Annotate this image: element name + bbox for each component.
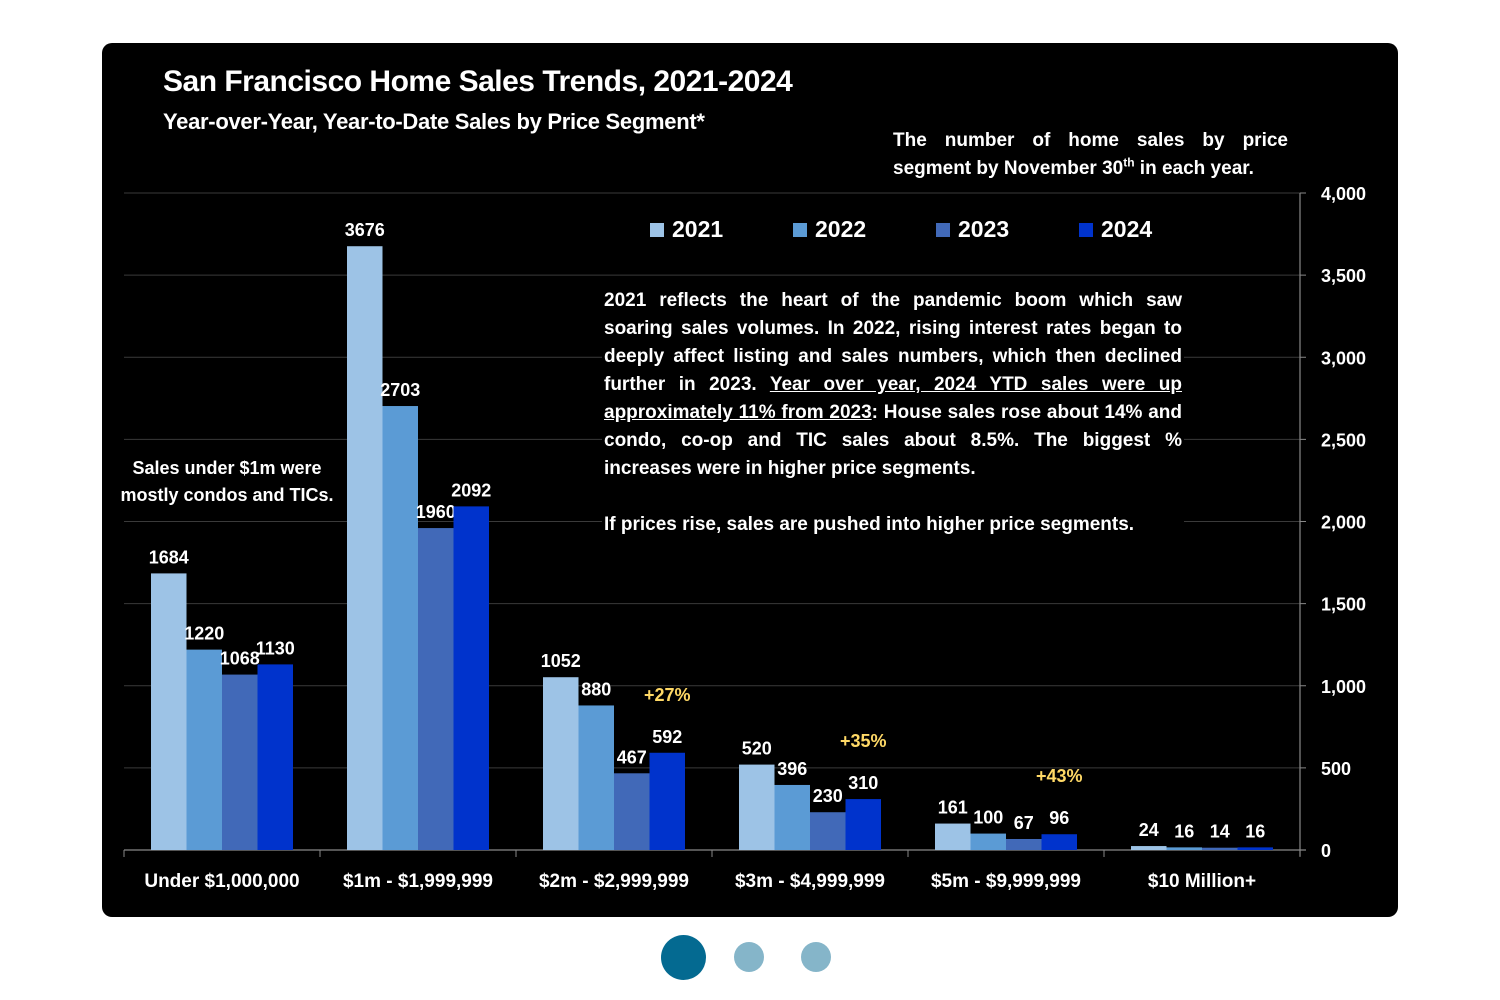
- legend-swatch: [650, 222, 664, 237]
- bar-2021: [347, 246, 383, 851]
- data-label: 161: [938, 798, 968, 818]
- data-label: 16: [1174, 821, 1194, 841]
- legend-label: 2023: [958, 216, 1010, 242]
- annotation-text: 2021 reflects the heart of the pandemic …: [604, 290, 1182, 395]
- data-label: 230: [813, 786, 843, 806]
- bar-2024: [257, 664, 293, 850]
- chart-slide: 0 500 1,000 1,500 2,000 2,500 3,000 3,500 4,000 1…: [102, 43, 1398, 917]
- y-tick-label: 1,000: [1321, 677, 1366, 697]
- bar-chart: 0 500 1,000 1,500 2,000 2,500 3,000 3,500 4,000 1…: [123, 184, 1366, 892]
- percent-change-label: +43%: [1036, 766, 1083, 786]
- legend-swatch: [1079, 222, 1093, 237]
- left-note: Sales under $1m were mostly condos and T…: [120, 458, 334, 505]
- data-label: 1052: [541, 651, 581, 671]
- percent-change-label: +35%: [840, 731, 887, 751]
- carousel-pagination: [660, 934, 840, 980]
- y-tick-label: 0: [1321, 841, 1331, 861]
- bar-2022: [1166, 847, 1202, 850]
- legend-label: 2024: [1101, 216, 1153, 242]
- bar-2021: [1131, 846, 1167, 850]
- note-superscript: th: [1123, 155, 1135, 170]
- data-label: 67: [1014, 813, 1034, 833]
- data-label: 1220: [184, 624, 224, 644]
- data-label: 1960: [416, 502, 456, 522]
- legend-swatch: [793, 222, 807, 237]
- carousel-dot-2[interactable]: [734, 942, 764, 972]
- data-label: 467: [617, 747, 647, 767]
- bar-2021: [543, 677, 579, 850]
- annotation-box: 2021 reflects the heart of the pandemic …: [602, 285, 1184, 541]
- x-category-label: Under $1,000,000: [144, 871, 299, 892]
- data-label: 14: [1210, 822, 1230, 842]
- carousel-dot-3[interactable]: [801, 942, 831, 972]
- data-label: 1130: [256, 638, 295, 658]
- bar-2021: [151, 573, 187, 850]
- bar-2023: [418, 528, 454, 850]
- y-tick-label: 3,000: [1321, 348, 1366, 368]
- data-label: 520: [742, 739, 772, 759]
- x-category-label: $1m - $1,999,999: [343, 871, 493, 892]
- data-label: 592: [652, 727, 682, 747]
- data-label: 100: [973, 808, 1003, 828]
- legend-item-2024: 2024: [1079, 216, 1222, 243]
- chart-legend: 2021 2022 2023 2024: [650, 216, 1222, 243]
- legend-swatch: [936, 222, 950, 237]
- bar-2023: [810, 812, 846, 850]
- data-label: 1068: [220, 649, 260, 669]
- bar-2022: [186, 649, 222, 850]
- data-label: 2703: [380, 380, 420, 400]
- y-tick-label: 4,000: [1321, 184, 1366, 204]
- data-label: 96: [1049, 808, 1069, 828]
- y-tick-label: 1,500: [1321, 595, 1366, 615]
- note-text: The number of home sales by price segmen…: [893, 130, 1288, 179]
- y-tick-label: 500: [1321, 759, 1351, 779]
- y-tick-label: 3,500: [1321, 266, 1366, 286]
- x-category-label: $2m - $2,999,999: [539, 871, 689, 892]
- data-label: 396: [777, 759, 807, 779]
- note-text-end: in each year.: [1134, 158, 1254, 179]
- data-label: 880: [581, 679, 611, 699]
- chart-title: San Francisco Home Sales Trends, 2021-20…: [163, 65, 793, 98]
- top-right-note: The number of home sales by price segmen…: [893, 127, 1288, 183]
- legend-item-2022: 2022: [793, 216, 936, 243]
- bar-2021: [935, 823, 971, 850]
- annotation-paragraph-1: 2021 reflects the heart of the pandemic …: [604, 287, 1182, 483]
- y-tick-label: 2,000: [1321, 513, 1366, 533]
- annotation-text-cont: : House sales rose about 14% and condo, …: [604, 402, 1183, 479]
- bar-2024: [845, 799, 881, 850]
- data-label: 1684: [149, 547, 189, 567]
- y-tick-label: 2,500: [1321, 430, 1366, 450]
- bar-2024: [1041, 834, 1077, 850]
- bar-2024: [1237, 847, 1273, 850]
- carousel-dot-1[interactable]: [661, 935, 706, 980]
- chart-subtitle: Year-over-Year, Year-to-Date Sales by Pr…: [163, 109, 705, 134]
- x-category-label: $3m - $4,999,999: [735, 871, 885, 892]
- annotation-paragraph-2: If prices rise, sales are pushed into hi…: [604, 514, 1135, 535]
- data-label: 310: [848, 773, 878, 793]
- bar-2024: [453, 506, 489, 850]
- legend-label: 2022: [815, 216, 867, 242]
- annotation-underlined-text: Year over year, 2024 YTD sales were up a…: [604, 374, 1182, 423]
- bar-2022: [774, 784, 810, 850]
- legend-label: 2021: [672, 216, 724, 242]
- x-category-label: $5m - $9,999,999: [931, 871, 1081, 892]
- bar-2023: [222, 674, 258, 850]
- percent-change-label: +27%: [644, 685, 691, 705]
- bar-2023: [1006, 838, 1042, 850]
- bar-2023: [614, 773, 650, 850]
- bar-2021: [739, 764, 775, 850]
- data-label: 3676: [345, 220, 385, 240]
- data-label: 2092: [451, 480, 491, 500]
- bar-2023: [1202, 847, 1238, 850]
- data-label: 24: [1139, 820, 1159, 840]
- legend-item-2021: 2021: [650, 216, 793, 243]
- data-label: 16: [1245, 821, 1265, 841]
- bar-2024: [649, 752, 685, 850]
- bar-2022: [382, 406, 418, 850]
- bar-2022: [578, 705, 614, 850]
- legend-item-2023: 2023: [936, 216, 1079, 243]
- bar-2022: [970, 833, 1006, 850]
- x-category-label: $10 Million+: [1148, 871, 1256, 892]
